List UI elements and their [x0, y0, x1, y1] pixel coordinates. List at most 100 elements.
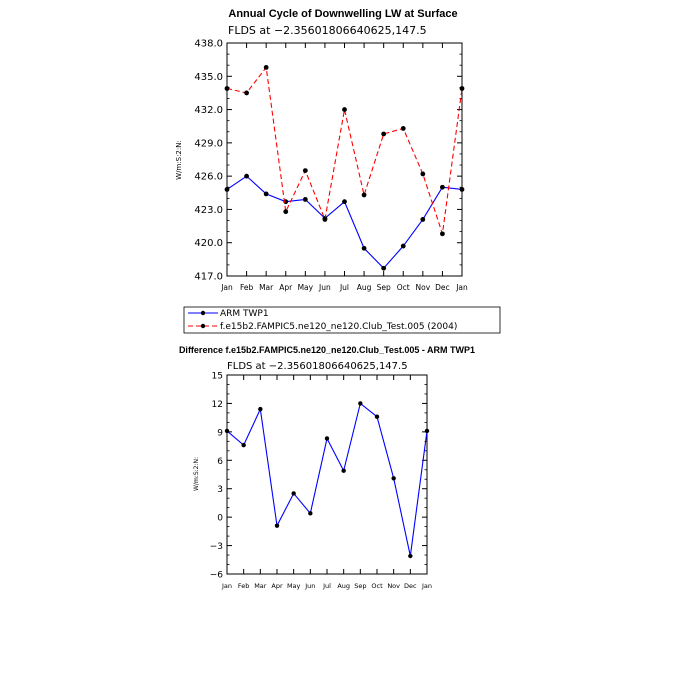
chart1-ticks: 417.0 420.0 423.0 426.0 429.0 432.0 435.0 438.0… [194, 39, 468, 293]
chart1-ytick-label: 420.0 [194, 238, 223, 249]
chart1-series-0-point [420, 217, 426, 222]
chart1-series-0-point [263, 191, 269, 197]
legend-label-arm: ARM TWP1 [220, 309, 269, 319]
chart1-series-1-point [420, 171, 426, 177]
chart1-series-1-point [224, 86, 230, 91]
chart1-series-1-point [381, 131, 387, 137]
chart1-series-0-point [459, 187, 465, 192]
legend-item-arm: ARM TWP1 [188, 309, 269, 319]
chart2-ytick-label: 12 [212, 400, 223, 410]
chart1-series-line-0 [226, 175, 463, 270]
chart2-plot-frame [226, 374, 428, 575]
legend-item-model: f.e15b2.FAMPIC5.ne120_ne120.Club_Test.00… [188, 322, 457, 332]
legend-box [183, 306, 501, 334]
chart1-series-1-point [283, 209, 289, 215]
chart1-series-1-point [459, 86, 465, 91]
chart1-plot-frame [226, 42, 463, 277]
chart1-xtick-label: Mar [259, 283, 274, 292]
chart1-series-0-point [440, 184, 445, 190]
chart2-xtick-label: Jan [221, 582, 232, 590]
chart1-ytick-label: 426.0 [194, 172, 223, 183]
chart2-xtick-label: Nov [387, 582, 400, 590]
chart1-series-1-point [400, 126, 406, 131]
chart1-series-1-point [244, 90, 249, 96]
chart1-series-line-1 [226, 66, 463, 235]
chart1-title: Annual Cycle of Downwelling LW at Surfac… [228, 8, 457, 20]
chart1-xtick-label: Oct [397, 283, 410, 292]
chart2-series-0-point [241, 442, 246, 448]
chart2-xtick-label: Jul [322, 582, 331, 590]
chart-difference: Difference f.e15b2.FAMPIC5.ne120_ne120.C… [179, 345, 475, 590]
chart1-series-0-point [342, 199, 347, 205]
chart1-xtick-label: Jul [339, 283, 349, 292]
chart2-xtick-label: May [287, 582, 301, 590]
chart1-series-0-point [381, 265, 387, 271]
chart2-ytick-label: −6 [210, 571, 224, 581]
chart2-xtick-label: Jun [304, 582, 315, 590]
chart1-series-1-point [322, 217, 328, 222]
chart1-xtick-label: Nov [416, 283, 431, 292]
chart1-xtick-label: May [298, 283, 314, 292]
chart2-series-0-point [308, 511, 313, 516]
chart2-series-0-point [274, 523, 280, 528]
chart2-series-0-point [258, 406, 263, 412]
chart2-ytick-label: −3 [210, 542, 223, 552]
chart2-xtick-label: Oct [371, 582, 383, 590]
legend-marker-model [200, 323, 206, 329]
chart2-ytick-label: 9 [217, 428, 223, 438]
chart1-series-1-point [361, 192, 367, 198]
chart2-xtick-label: Jan [421, 582, 432, 590]
chart1-subtitle: FLDS at −2.35601806640625,147.5 [228, 24, 427, 37]
chart1-xtick-label: Sep [377, 283, 391, 292]
chart2-ytick-label: 6 [217, 457, 223, 467]
chart2-xtick-label: Sep [354, 582, 366, 590]
chart2-ytick-label: 3 [217, 485, 223, 495]
chart1-xtick-label: Feb [240, 283, 254, 292]
chart2-series [224, 401, 430, 559]
chart2-series-0-point [291, 491, 296, 496]
chart1-series-1-point [263, 65, 269, 70]
chart2-y-axis-label: W/m:S:2:N: [193, 457, 200, 491]
chart1-xtick-label: Jan [220, 283, 233, 292]
chart1-ytick-label: 423.0 [194, 205, 223, 216]
chart1-series-0-point [224, 187, 230, 192]
chart1-series-1-point [440, 231, 445, 237]
chart1-ytick-label: 429.0 [194, 138, 223, 149]
chart2-xtick-label: Dec [404, 582, 417, 590]
chart1-legend: ARM TWP1 f.e15b2.FAMPIC5.ne120_ne120.Clu… [183, 306, 501, 334]
chart2-ytick-label: 0 [217, 514, 223, 524]
chart2-series-0-point [424, 428, 430, 434]
chart1-xtick-label: Aug [357, 283, 372, 292]
chart1-xtick-label: Apr [279, 283, 293, 292]
chart1-y-axis-label: W/m:S:2:N: [175, 140, 183, 180]
legend-marker-arm [200, 310, 206, 316]
chart2-series-0-point [324, 436, 330, 441]
chart1-ytick-label: 438.0 [194, 39, 223, 50]
chart2-series-0-point [374, 414, 380, 419]
chart1-ytick-label: 435.0 [194, 72, 223, 83]
chart1-series-1-point [342, 107, 347, 112]
chart2-ytick-label: 15 [212, 372, 223, 382]
chart1-xtick-label: Jan [455, 283, 468, 292]
chart1-ytick-label: 432.0 [194, 105, 223, 116]
chart2-xtick-label: Apr [271, 582, 283, 590]
chart1-series-0-point [244, 173, 249, 179]
chart1-series-0-point [302, 197, 308, 202]
chart2-ticks: −6 −3 0 3 6 9 12 15 Jan Feb Mar Apr May Jun Jul Aug Sep O… [210, 372, 432, 591]
chart2-series-0-point [391, 476, 396, 481]
chart1-series-0-point [400, 243, 406, 249]
chart1-series-0-point [361, 245, 367, 251]
chart2-series-0-point [408, 553, 413, 559]
chart2-series-0-point [341, 468, 346, 473]
chart2-xtick-label: Feb [238, 582, 250, 590]
chart2-series-line-0 [226, 402, 428, 557]
chart1-series [224, 65, 465, 271]
legend-label-model: f.e15b2.FAMPIC5.ne120_ne120.Club_Test.00… [220, 322, 457, 332]
chart2-xtick-label: Aug [337, 582, 350, 590]
chart1-series-1-point [302, 168, 308, 173]
chart1-ytick-label: 417.0 [194, 272, 223, 283]
chart2-series-0-point [358, 401, 363, 406]
chart2-subtitle: FLDS at −2.35601806640625,147.5 [227, 361, 408, 372]
chart2-series-0-point [224, 428, 230, 434]
